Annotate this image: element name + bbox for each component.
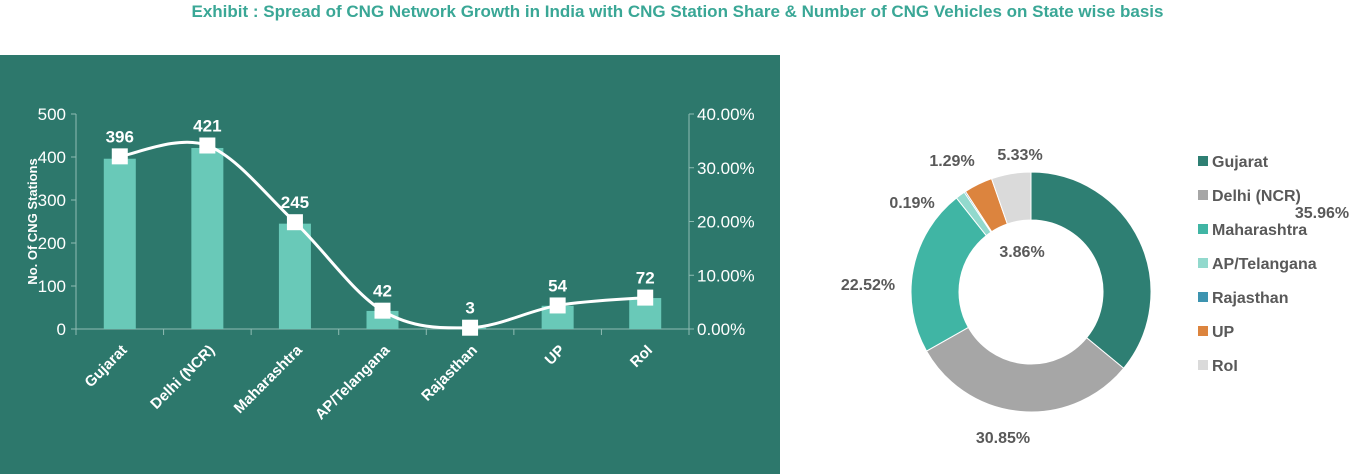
bar-maharashtra bbox=[278, 223, 311, 329]
x-category-label: Rajasthan bbox=[418, 342, 481, 405]
bar-data-label: 54 bbox=[548, 276, 567, 295]
bar-data-label: 3 bbox=[465, 299, 474, 318]
slice-data-label: 5.33% bbox=[997, 147, 1042, 164]
right-tick-label: 40.00% bbox=[697, 105, 755, 124]
legend-label: UP bbox=[1212, 324, 1235, 341]
slice-data-label: 0.19% bbox=[889, 195, 934, 212]
x-category-label: Maharashtra bbox=[231, 341, 307, 417]
x-category-label: RoI bbox=[627, 342, 656, 371]
left-tick-label: 100 bbox=[38, 277, 66, 296]
legend-label: AP/Telangana bbox=[1212, 256, 1317, 273]
right-tick-label: 30.00% bbox=[697, 159, 755, 178]
slice-data-label: 3.86% bbox=[999, 244, 1044, 261]
right-tick-label: 20.00% bbox=[697, 213, 755, 232]
slice-data-label: 35.96% bbox=[1295, 205, 1349, 222]
exhibit-title: Exhibit : Spread of CNG Network Growth i… bbox=[191, 2, 1164, 21]
slice-delhi-ncr- bbox=[925, 326, 1125, 413]
bar-data-label: 72 bbox=[636, 269, 655, 288]
share-marker bbox=[111, 148, 128, 165]
slice-gujarat bbox=[1030, 171, 1152, 369]
right-tick-label: 10.00% bbox=[697, 266, 755, 285]
donut-chart: 35.96% 30.85% 22.52% 1.29% 0.19% 3.86% 5.33% Gu… bbox=[841, 147, 1349, 447]
bar-data-label: 42 bbox=[373, 282, 392, 301]
bar-delhi-ncr- bbox=[191, 147, 224, 329]
x-category-label: AP/Telangana bbox=[312, 341, 394, 423]
share-marker bbox=[199, 137, 216, 154]
right-tick-label: 0.00% bbox=[697, 320, 745, 339]
legend-label: Maharashtra bbox=[1212, 222, 1307, 239]
legend-label: Gujarat bbox=[1212, 154, 1269, 171]
left-tick-label: 300 bbox=[38, 191, 66, 210]
share-marker bbox=[549, 297, 566, 314]
bar-data-label: 396 bbox=[106, 127, 134, 146]
left-tick-label: 200 bbox=[38, 234, 66, 253]
legend-label: Rajasthan bbox=[1212, 290, 1288, 307]
legend-swatch bbox=[1198, 156, 1208, 166]
bar-gujarat bbox=[103, 158, 136, 329]
share-marker bbox=[462, 319, 479, 336]
left-tick-label: 0 bbox=[57, 320, 66, 339]
legend-swatch bbox=[1198, 190, 1208, 200]
legend-label: Delhi (NCR) bbox=[1212, 188, 1301, 205]
legend-swatch bbox=[1198, 326, 1208, 336]
share-marker bbox=[374, 302, 391, 319]
x-category-label: Delhi (NCR) bbox=[147, 342, 218, 413]
combo-chart: 0 100 200 300 400 500 0.00% 10.00% 20.00% 30.00% 4… bbox=[25, 105, 755, 423]
y-axis-title: No. Of CNG Stations bbox=[25, 158, 40, 284]
left-tick-label: 500 bbox=[38, 105, 66, 124]
bar-data-label: 421 bbox=[193, 116, 221, 135]
slice-roi bbox=[990, 171, 1032, 225]
share-marker bbox=[286, 214, 303, 231]
slice-data-label: 22.52% bbox=[841, 277, 895, 294]
legend-label: RoI bbox=[1212, 358, 1238, 375]
legend-swatch bbox=[1198, 360, 1208, 370]
x-category-label: Gujarat bbox=[81, 342, 130, 391]
x-category-label: UP bbox=[542, 342, 569, 369]
slice-data-label: 1.29% bbox=[929, 153, 974, 170]
left-tick-label: 400 bbox=[38, 148, 66, 167]
bar-data-label: 245 bbox=[281, 193, 309, 212]
legend-swatch bbox=[1198, 224, 1208, 234]
slice-data-label: 30.85% bbox=[976, 430, 1030, 447]
legend-swatch bbox=[1198, 292, 1208, 302]
share-marker bbox=[637, 289, 654, 306]
legend-swatch bbox=[1198, 258, 1208, 268]
